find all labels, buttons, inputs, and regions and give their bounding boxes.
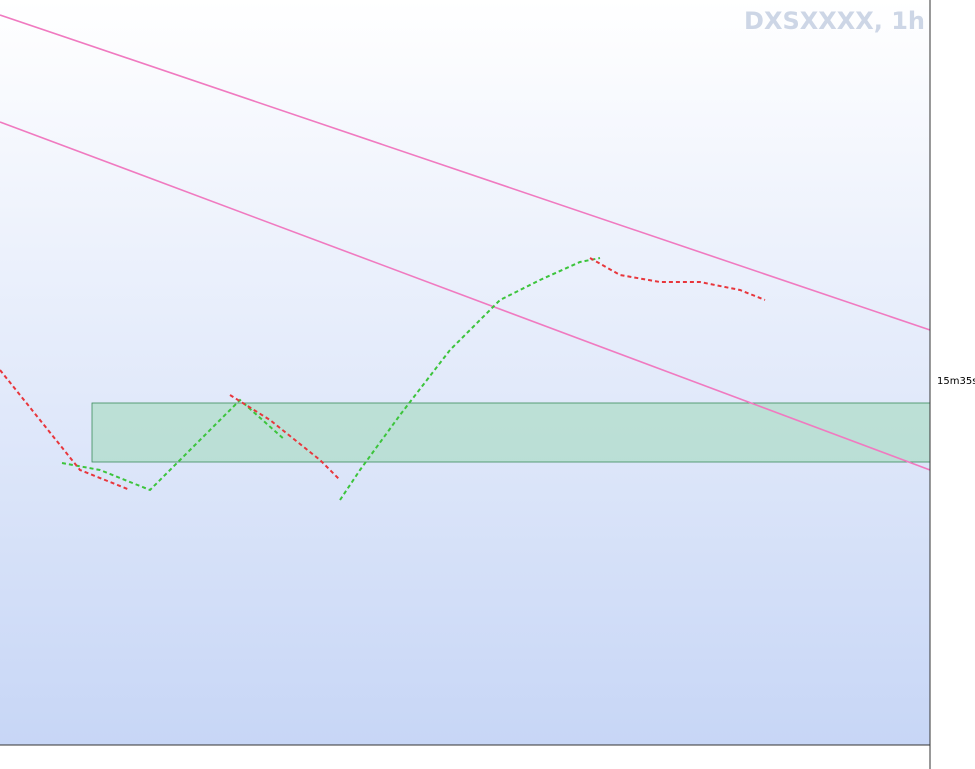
trend-line <box>0 121 931 471</box>
watermark: DXSXXXX, 1h <box>744 7 925 35</box>
x-axis-background <box>0 745 930 769</box>
y-axis-background <box>930 0 975 769</box>
moving-average <box>0 257 766 491</box>
plot-background <box>0 0 930 745</box>
trend-line <box>0 14 931 331</box>
range-box <box>91 402 931 463</box>
countdown: 15m35s <box>937 376 975 387</box>
moving-average <box>61 257 601 501</box>
